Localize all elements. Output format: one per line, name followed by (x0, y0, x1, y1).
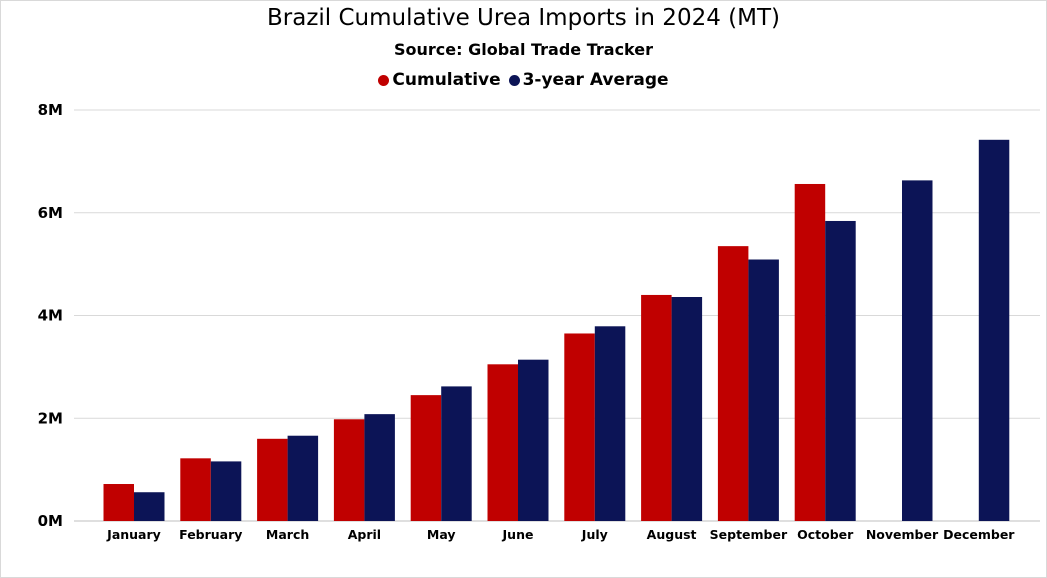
x-tick-label: May (427, 527, 456, 542)
x-tick-label: February (179, 527, 242, 542)
bar-cumulative[interactable] (794, 183, 826, 522)
bar-3yr-average[interactable] (594, 326, 626, 521)
x-tick-label: August (647, 527, 697, 542)
x-tick-label: March (266, 527, 309, 542)
bar-cumulative[interactable] (103, 484, 135, 521)
bar-cumulative[interactable] (410, 395, 442, 521)
gridlines (74, 109, 1040, 522)
bar-3yr-average[interactable] (441, 386, 472, 521)
x-tick-label: January (106, 527, 161, 542)
x-tick-label: November (866, 527, 939, 542)
bar-3yr-average[interactable] (134, 492, 165, 521)
legend-swatch-3yr-average (508, 74, 520, 86)
bar-3yr-average[interactable] (902, 180, 933, 522)
y-tick-label: 8M (38, 101, 63, 119)
legend-item-cumulative[interactable]: Cumulative (378, 70, 501, 90)
bar-cumulative[interactable] (641, 294, 672, 521)
legend-item-3yr-average[interactable]: 3-year Average (508, 70, 669, 90)
chart-legend: Cumulative 3-year Average (0, 70, 1047, 91)
y-tick-label: 6M (38, 204, 63, 222)
bar-3yr-average[interactable] (518, 359, 549, 521)
legend-swatch-cumulative (378, 74, 390, 86)
bar-3yr-average[interactable] (748, 259, 779, 521)
bar-cumulative[interactable] (180, 458, 211, 521)
legend-label-cumulative: Cumulative (392, 70, 501, 90)
bar-cumulative[interactable] (257, 438, 288, 521)
chart-title: Brazil Cumulative Urea Imports in 2024 (… (266, 5, 780, 31)
bar-cumulative[interactable] (487, 364, 519, 521)
x-tick-label: December (943, 527, 1015, 542)
chart-subtitle: Source: Global Trade Tracker (393, 40, 653, 59)
bar-3yr-average[interactable] (364, 414, 395, 521)
bar-cumulative[interactable] (717, 246, 749, 522)
legend-label-3yr-average: 3-year Average (522, 70, 669, 90)
x-axis-ticks: January February March April May June July Augu… (106, 527, 1015, 542)
bar-cumulative[interactable] (564, 333, 595, 521)
bar-3yr-average[interactable] (825, 220, 856, 521)
bar-3yr-average[interactable] (210, 461, 242, 521)
bar-cumulative[interactable] (333, 419, 365, 521)
x-tick-label: June (502, 527, 534, 542)
x-tick-label: October (797, 527, 854, 542)
y-tick-label: 2M (38, 409, 63, 427)
bar-3yr-average[interactable] (287, 435, 319, 521)
y-tick-label: 4M (38, 307, 63, 325)
x-tick-label: September (710, 527, 788, 542)
bar-3yr-average[interactable] (671, 297, 703, 521)
bar-3yr-average[interactable] (978, 139, 1010, 522)
y-axis-ticks: 0M 2M 4M 6M 8M (38, 101, 63, 530)
x-tick-label: April (348, 527, 381, 542)
x-tick-label: July (581, 527, 608, 542)
y-tick-label: 0M (38, 512, 63, 530)
bars (103, 139, 1010, 522)
